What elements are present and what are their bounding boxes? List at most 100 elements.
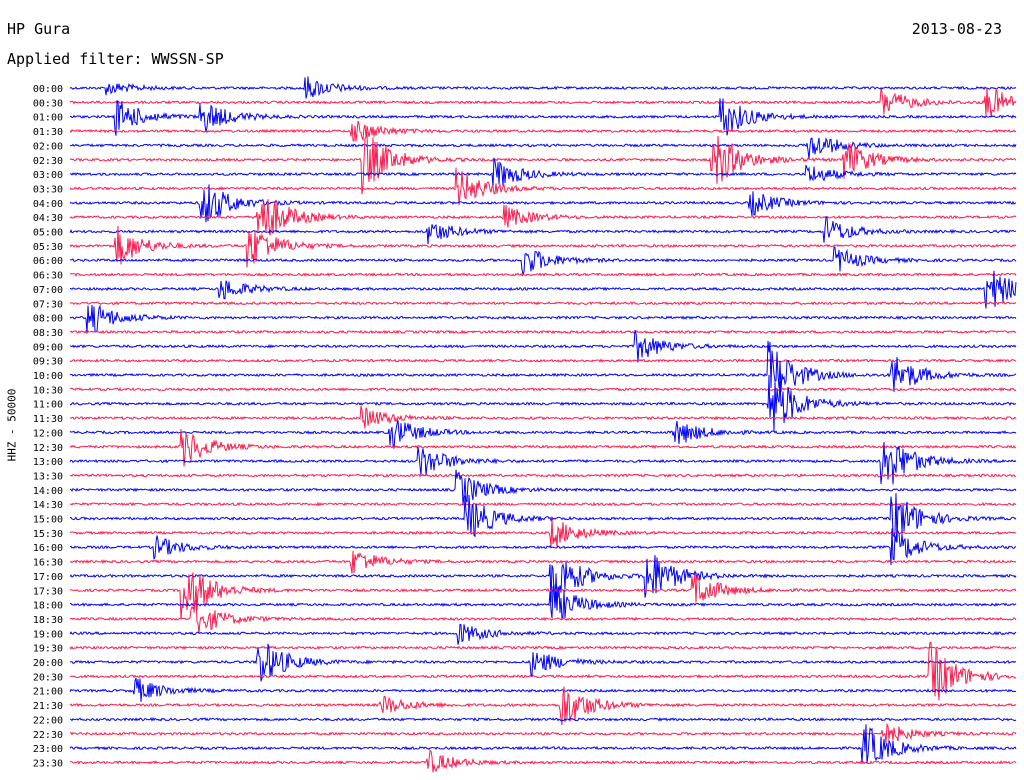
row-label: 06:30 [33,271,63,282]
trace-row [69,493,1017,543]
row-label: 00:30 [33,98,63,109]
trace-row [69,473,1017,478]
trace-row [69,724,1017,764]
trace-row [69,184,1017,223]
row-label: 04:30 [33,213,63,224]
station-title: HP Gura [7,20,71,38]
trace-row [69,300,1017,306]
row-label: 02:00 [33,141,63,152]
row-label: 16:00 [33,543,63,554]
trace-row [70,374,1017,432]
trace-row [69,686,1017,726]
row-label: 09:00 [33,342,63,353]
row-label: 03:30 [33,184,63,195]
row-label: 06:00 [33,256,63,267]
row-label: 13:30 [33,471,63,482]
trace-row [69,584,1017,620]
trace-row [69,749,1017,773]
row-label: 10:00 [33,371,63,382]
row-label: 07:30 [33,299,63,310]
trace-row [69,722,1017,744]
row-label: 01:30 [33,127,63,138]
row-label: 13:00 [33,457,63,468]
trace-row [69,329,1017,335]
row-label: 00:00 [33,84,63,95]
trace-row [69,120,1017,142]
row-label: 05:30 [33,242,63,253]
row-label: 12:30 [33,443,63,454]
row-label: 20:00 [33,658,63,669]
row-label: 21:00 [33,687,63,698]
row-label: 02:30 [33,156,63,167]
trace-row [69,225,1017,268]
row-label: 20:30 [33,672,63,683]
trace-row [69,137,1017,160]
row-label: 17:00 [33,572,63,583]
trace-row [69,572,1017,620]
trace-row [69,270,1017,309]
row-label: 08:30 [33,328,63,339]
trace-row [69,98,1017,136]
row-label: 21:30 [33,701,63,712]
trace-row [69,677,1017,702]
trace-row [69,599,1017,634]
trace-row [69,87,1017,118]
trace-row [69,330,1017,363]
trace-row [69,340,1017,392]
trace-row [69,716,1017,722]
trace-row [69,131,1017,195]
trace-row [69,246,1017,277]
trace-row [69,501,1017,507]
row-label: 15:30 [33,529,63,540]
row-label: 05:00 [33,228,63,239]
trace-row [69,358,1017,363]
row-label: 23:00 [33,744,63,755]
row-label: 14:00 [33,486,63,497]
row-label: 09:30 [33,357,63,368]
trace-row [69,420,1017,449]
row-label: 19:30 [33,644,63,655]
trace-row [69,386,1017,392]
trace-row [69,216,1017,245]
filter-label: Applied filter: WWSSN-SP [7,50,224,68]
row-label: 14:30 [33,500,63,511]
trace-row [69,304,1017,334]
row-label: 07:00 [33,285,63,296]
trace-row [69,157,1017,188]
trace-row [69,167,1017,206]
row-label: 11:30 [33,414,63,425]
trace-row [69,272,1017,277]
row-label: 01:00 [33,113,63,124]
trace-row [69,469,1017,505]
trace-row [69,76,1017,99]
row-label: 22:00 [33,715,63,726]
row-label: 18:30 [33,615,63,626]
trace-row [69,405,1017,429]
trace-row [69,641,1017,701]
row-label: 08:00 [33,314,63,325]
trace-row [69,623,1017,645]
trace-row [69,550,1017,574]
date-label: 2013-08-23 [911,20,1002,38]
row-label: 23:30 [33,758,63,769]
row-label: 18:00 [33,601,63,612]
trace-row [69,518,1017,548]
row-label: 15:00 [33,515,63,526]
trace-row [69,643,1017,682]
trace-row [69,555,1017,605]
trace-row [69,442,1017,485]
row-label: 12:00 [33,428,63,439]
row-label: 10:30 [33,385,63,396]
trace-row [69,428,1016,467]
row-label: 04:00 [33,199,63,210]
row-label: 19:00 [33,629,63,640]
row-label: 11:00 [33,400,63,411]
row-label: 16:30 [33,558,63,569]
trace-row [69,528,1017,566]
trace-row [69,645,1017,650]
row-label: 22:30 [33,730,63,741]
trace-row [69,199,1017,236]
row-label: 17:30 [33,586,63,597]
row-label: 03:00 [33,170,63,181]
